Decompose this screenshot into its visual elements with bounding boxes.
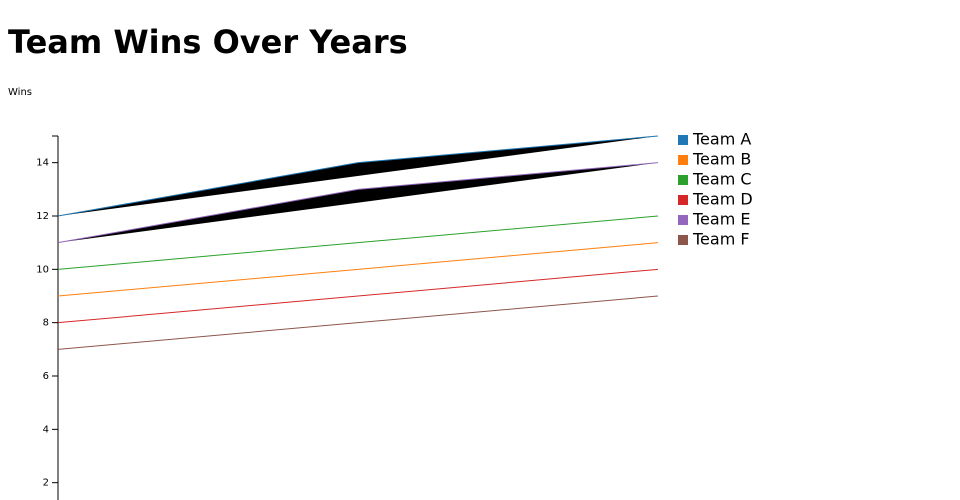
- legend-label: Team C: [692, 170, 752, 189]
- legend-swatch: [678, 195, 688, 205]
- legend-label: Team B: [692, 150, 751, 169]
- legend-swatch: [678, 235, 688, 245]
- chart-title: Team Wins Over Years: [8, 23, 408, 61]
- y-tick-label: 4: [43, 424, 49, 435]
- legend-swatch: [678, 175, 688, 185]
- series-line: [57, 135, 659, 217]
- y-tick-label: 6: [43, 371, 49, 382]
- series-line: [57, 215, 659, 270]
- y-axis-label: Wins: [8, 87, 32, 98]
- legend-label: Team F: [692, 230, 750, 249]
- y-tick-label: 12: [36, 211, 49, 222]
- legend-label: Team E: [692, 210, 750, 229]
- legend-label: Team A: [692, 130, 751, 149]
- y-tick-label: 2: [43, 478, 49, 489]
- y-tick-label: 8: [43, 318, 49, 329]
- y-tick-label: 14: [36, 158, 49, 169]
- series-line: [57, 242, 659, 297]
- series-line: [57, 295, 659, 350]
- y-tick-label: 10: [36, 264, 49, 275]
- legend-swatch: [678, 135, 688, 145]
- series-line: [57, 268, 659, 324]
- legend-label: Team D: [692, 190, 753, 209]
- legend-swatch: [678, 155, 688, 165]
- legend-swatch: [678, 215, 688, 225]
- series-line: [57, 162, 659, 244]
